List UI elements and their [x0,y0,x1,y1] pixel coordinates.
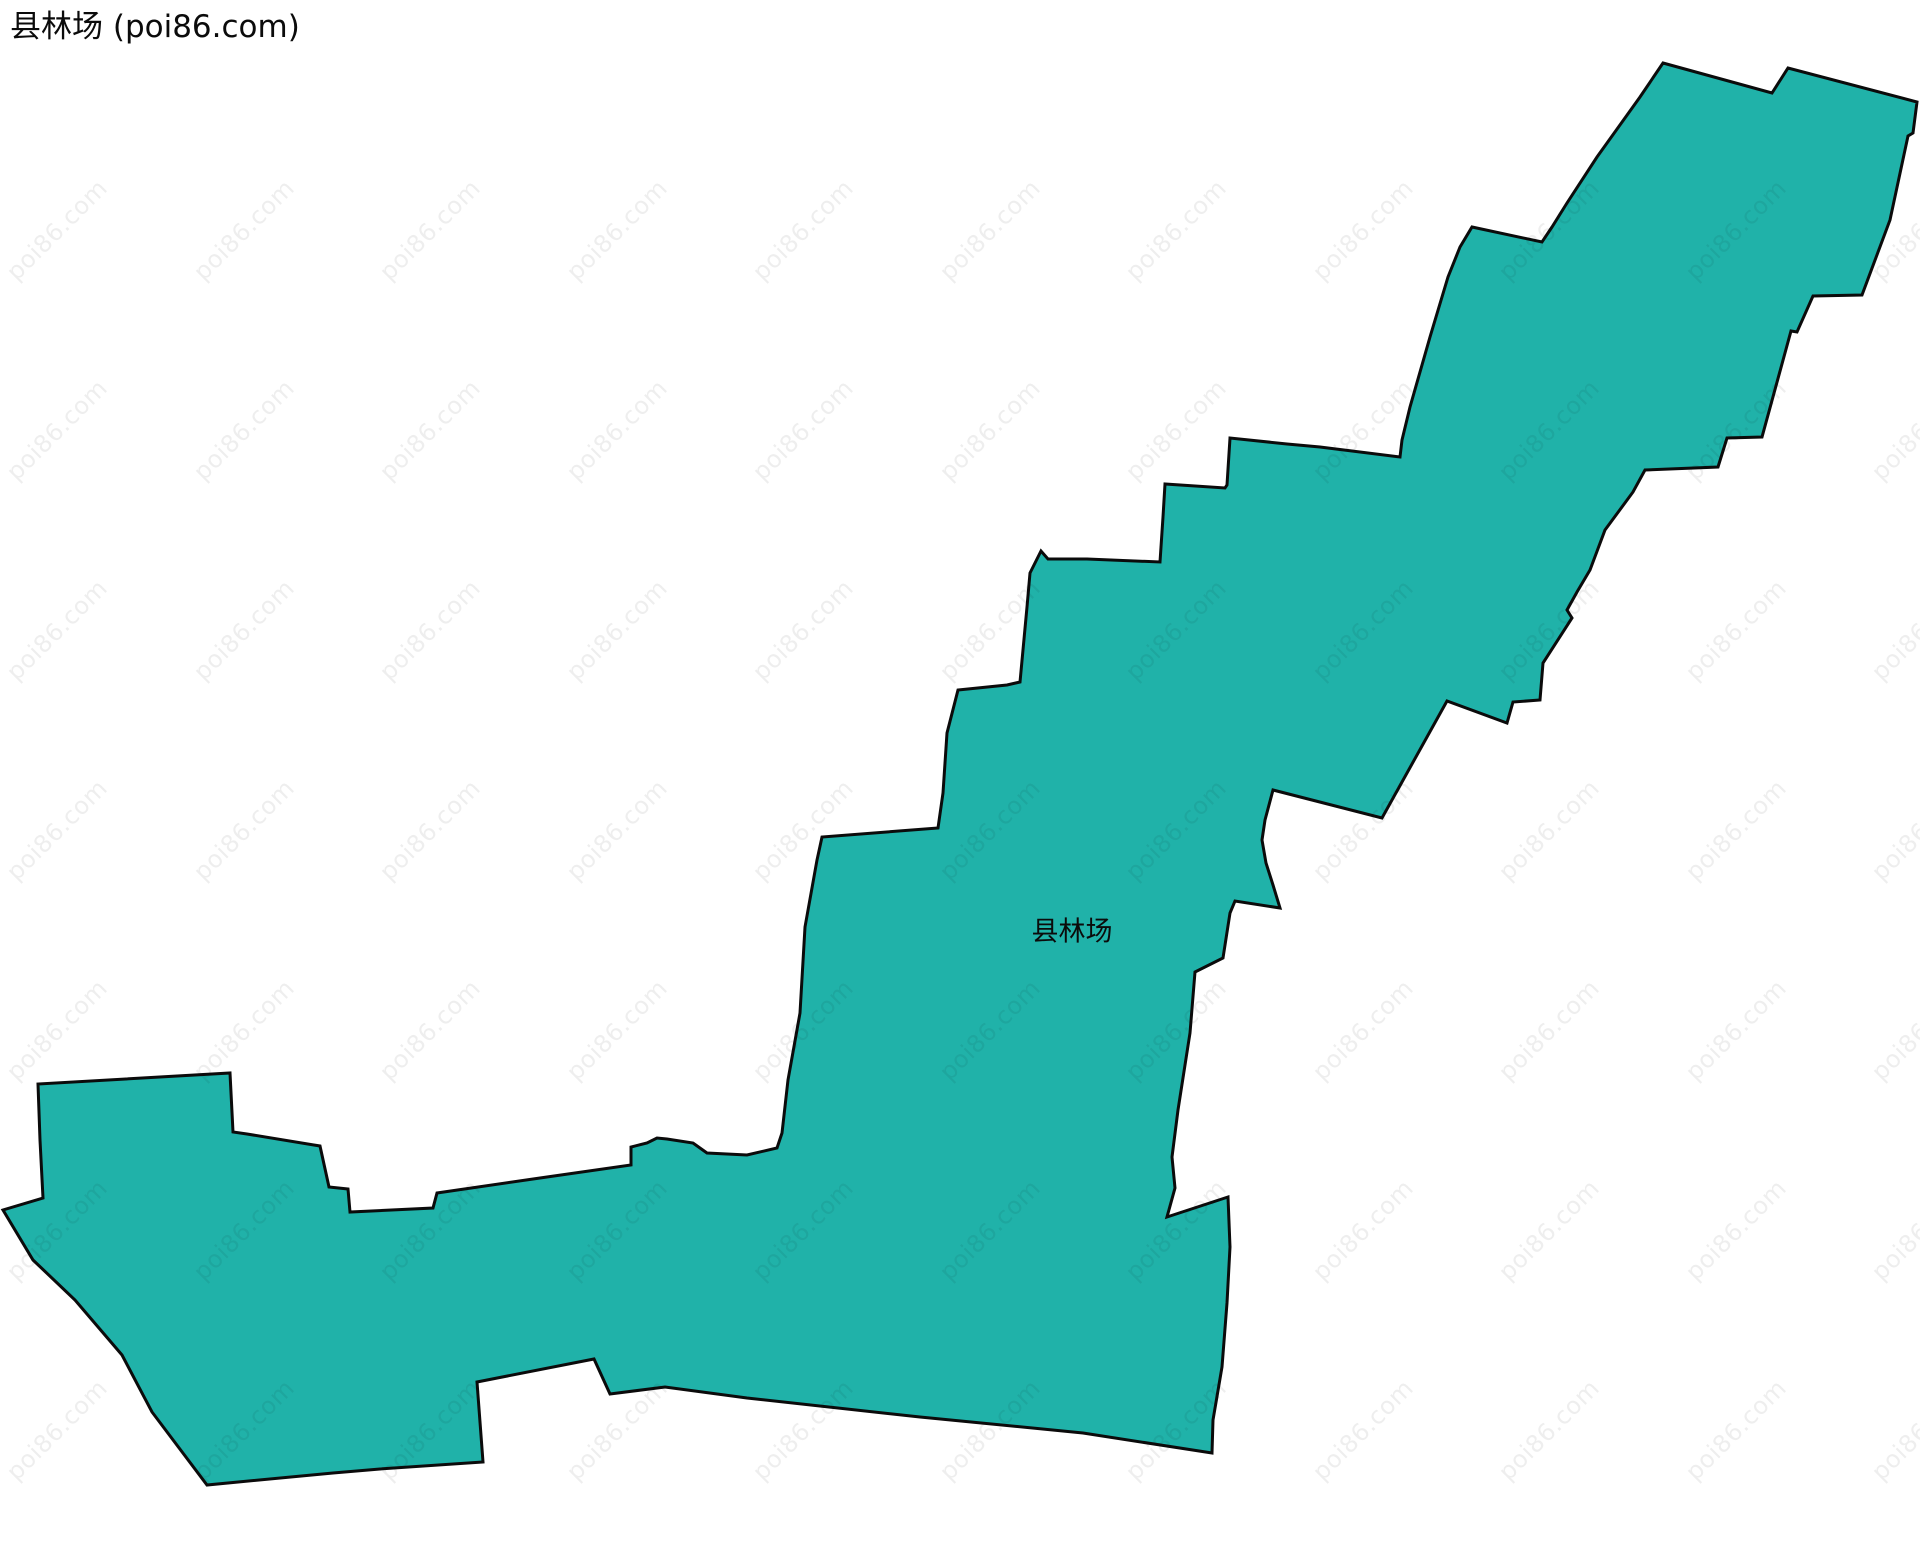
page-title: 县林场 (poi86.com) [10,9,300,45]
region-boundary-path [0,61,1919,1487]
region-label: 县林场 [1031,916,1113,948]
